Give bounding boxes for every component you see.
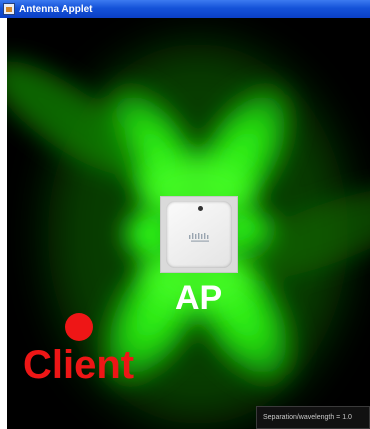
java-applet-icon bbox=[3, 3, 15, 15]
antenna-pattern-canvas[interactable]: AP Client Separation/wavelength = 1.0 bbox=[7, 18, 370, 429]
client-label: Client bbox=[23, 343, 135, 387]
title-bar[interactable]: Antenna Applet bbox=[0, 0, 370, 18]
pattern-lobe-far-left bbox=[7, 60, 143, 176]
access-point-device[interactable] bbox=[160, 196, 238, 273]
separation-readout: Separation/wavelength = 1.0 bbox=[256, 406, 370, 429]
cisco-logo-icon bbox=[189, 233, 209, 242]
ap-label: AP bbox=[175, 279, 223, 317]
pattern-lobe-far-right bbox=[223, 186, 370, 282]
window-title: Antenna Applet bbox=[19, 3, 93, 15]
client-marker[interactable] bbox=[65, 313, 93, 341]
status-led-icon bbox=[198, 206, 203, 211]
